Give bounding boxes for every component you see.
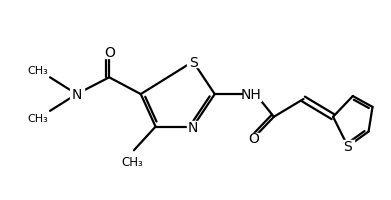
Polygon shape — [103, 47, 115, 58]
Polygon shape — [187, 56, 199, 68]
Polygon shape — [247, 133, 259, 145]
Polygon shape — [187, 121, 199, 133]
Polygon shape — [70, 89, 84, 100]
Text: S: S — [189, 55, 197, 69]
Text: S: S — [343, 140, 352, 154]
Polygon shape — [342, 141, 354, 152]
Text: CH₃: CH₃ — [27, 66, 48, 76]
Text: N: N — [188, 120, 198, 134]
Text: O: O — [248, 132, 258, 146]
Text: O: O — [104, 45, 115, 59]
Text: N: N — [72, 88, 82, 102]
Text: CH₃: CH₃ — [27, 113, 48, 123]
Text: NH: NH — [241, 88, 262, 102]
Text: CH₃: CH₃ — [121, 155, 143, 168]
Polygon shape — [243, 88, 261, 101]
